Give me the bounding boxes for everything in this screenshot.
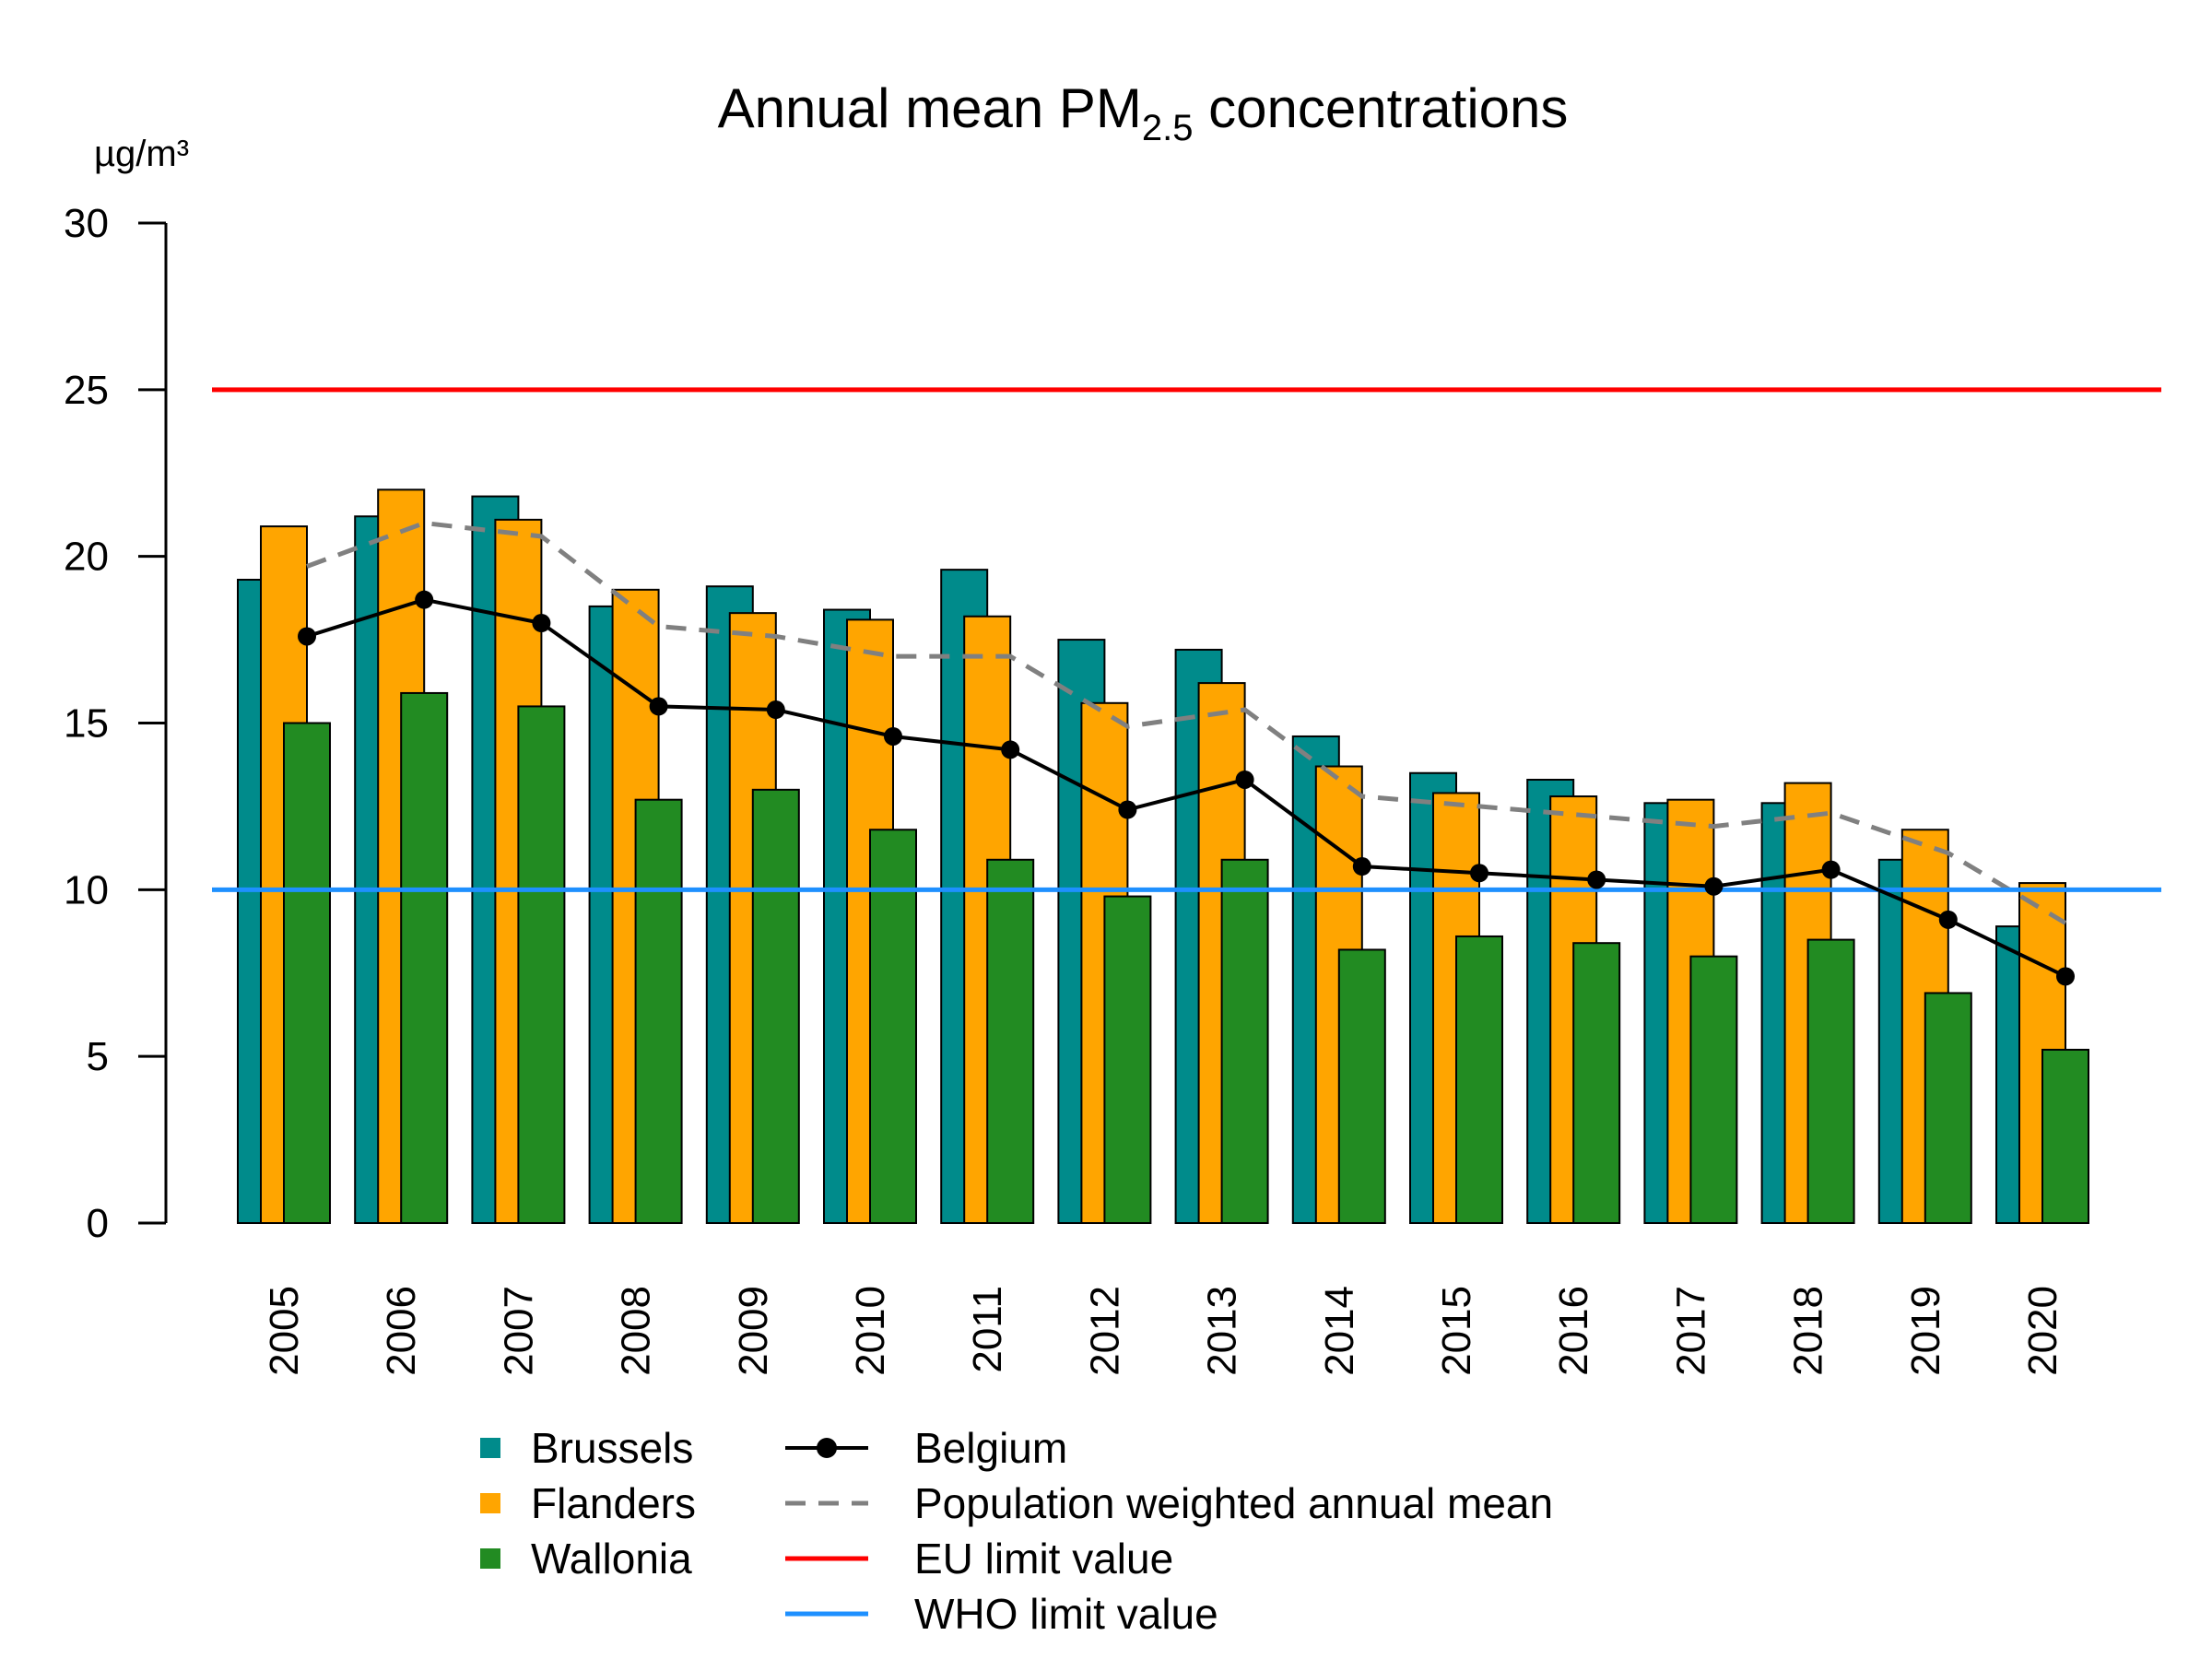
legend-swatch-brussels bbox=[480, 1438, 500, 1458]
legend-swatch-flanders bbox=[480, 1493, 500, 1513]
x-tick-label-2010: 2010 bbox=[848, 1286, 893, 1376]
chart-title-main: Annual mean PM bbox=[718, 77, 1142, 139]
bar-wallonia-2013 bbox=[1220, 858, 1269, 1224]
legend-label-eu-limit-value: EU limit value bbox=[914, 1535, 1173, 1583]
bar-wallonia-2009 bbox=[751, 788, 800, 1224]
marker-belgium-2011 bbox=[1001, 740, 1020, 759]
x-axis: 2005 2006 2007 2008 2009 2010 2011 2012 2013 2014… bbox=[262, 1286, 2065, 1376]
bar-wallonia-2018 bbox=[1806, 938, 1855, 1224]
legend-label-who-limit-value: WHO limit value bbox=[914, 1590, 1218, 1638]
y-tick-label-10: 10 bbox=[64, 867, 109, 912]
marker-belgium-2018 bbox=[1821, 860, 1841, 879]
marker-belgium-2013 bbox=[1235, 770, 1254, 789]
marker-belgium-2017 bbox=[1704, 877, 1724, 896]
marker-belgium-2020 bbox=[2056, 967, 2075, 986]
x-tick-label-2008: 2008 bbox=[614, 1286, 659, 1376]
x-tick-label-2007: 2007 bbox=[496, 1286, 541, 1376]
bar-wallonia-2008 bbox=[634, 798, 683, 1225]
x-tick-label-2020: 2020 bbox=[2020, 1286, 2065, 1376]
x-tick-label-2018: 2018 bbox=[1786, 1286, 1831, 1376]
marker-belgium-2015 bbox=[1470, 864, 1488, 883]
chart-title-subscript: 2.5 bbox=[1142, 108, 1194, 148]
x-tick-label-2017: 2017 bbox=[1668, 1286, 1713, 1376]
legend-label-wallonia: Wallonia bbox=[531, 1535, 692, 1583]
chart-title: Annual mean PM2.5 concentrations bbox=[718, 77, 1569, 148]
y-tick-label-25: 25 bbox=[64, 368, 109, 413]
bar-wallonia-2011 bbox=[986, 858, 1035, 1224]
marker-belgium-2006 bbox=[415, 590, 434, 609]
bar-wallonia-2020 bbox=[2041, 1048, 2089, 1225]
x-tick-label-2016: 2016 bbox=[1551, 1286, 1596, 1376]
line-belgium bbox=[306, 597, 2066, 979]
marker-belgium-2005 bbox=[298, 627, 316, 646]
x-tick-label-2011: 2011 bbox=[965, 1286, 1010, 1373]
x-tick-label-2019: 2019 bbox=[1903, 1286, 1948, 1376]
y-tick-label-15: 15 bbox=[64, 701, 109, 747]
legend: Brussels Flanders Wallonia Belgium Populatio… bbox=[480, 1424, 1553, 1638]
plot-area bbox=[212, 387, 2161, 1225]
marker-belgium-2014 bbox=[1352, 857, 1371, 877]
x-tick-label-2014: 2014 bbox=[1317, 1286, 1362, 1376]
marker-belgium-2010 bbox=[884, 726, 902, 746]
bar-wallonia-2005 bbox=[283, 722, 331, 1224]
marker-belgium-2009 bbox=[766, 700, 785, 720]
bar-wallonia-2014 bbox=[1337, 948, 1386, 1225]
marker-belgium-2008 bbox=[649, 697, 668, 716]
y-tick-label-0: 0 bbox=[87, 1201, 109, 1246]
legend-label-belgium: Belgium bbox=[914, 1424, 1067, 1472]
legend-label-brussels: Brussels bbox=[531, 1424, 693, 1472]
marker-belgium-2007 bbox=[532, 614, 551, 632]
bar-wallonia-2017 bbox=[1689, 955, 1738, 1224]
bar-wallonia-2010 bbox=[869, 829, 917, 1224]
legend-marker-belgium bbox=[817, 1438, 837, 1458]
y-tick-label-30: 30 bbox=[64, 201, 109, 246]
x-tick-label-2009: 2009 bbox=[731, 1286, 776, 1376]
bar-wallonia-2006 bbox=[400, 691, 449, 1224]
x-tick-label-2006: 2006 bbox=[379, 1286, 424, 1376]
bar-wallonia-2012 bbox=[1103, 895, 1152, 1224]
marker-belgium-2019 bbox=[1938, 910, 1958, 929]
x-tick-label-2005: 2005 bbox=[262, 1286, 307, 1376]
y-axis-unit: µg/m³ bbox=[94, 134, 189, 174]
y-tick-label-5: 5 bbox=[87, 1034, 109, 1079]
bar-wallonia-2019 bbox=[1924, 992, 1972, 1224]
bar-wallonia-2016 bbox=[1572, 942, 1621, 1224]
bar-wallonia-2015 bbox=[1455, 935, 1503, 1224]
line-population-weighted-annual-mean bbox=[306, 520, 2067, 925]
legend-label-population-weighted-annual-mean: Population weighted annual mean bbox=[914, 1479, 1553, 1527]
x-tick-label-2015: 2015 bbox=[1434, 1286, 1479, 1376]
chart-title-suffix: concentrations bbox=[1193, 77, 1568, 139]
x-tick-label-2012: 2012 bbox=[1082, 1286, 1127, 1376]
x-tick-label-2013: 2013 bbox=[1200, 1286, 1245, 1376]
marker-belgium-2012 bbox=[1118, 800, 1137, 819]
y-tick-label-20: 20 bbox=[64, 535, 109, 580]
legend-swatch-wallonia bbox=[480, 1548, 500, 1569]
legend-label-flanders: Flanders bbox=[531, 1479, 696, 1527]
bar-wallonia-2007 bbox=[517, 705, 566, 1224]
marker-belgium-2016 bbox=[1587, 870, 1606, 889]
y-axis: 0 5 10 15 20 25 30 bbox=[64, 201, 168, 1246]
